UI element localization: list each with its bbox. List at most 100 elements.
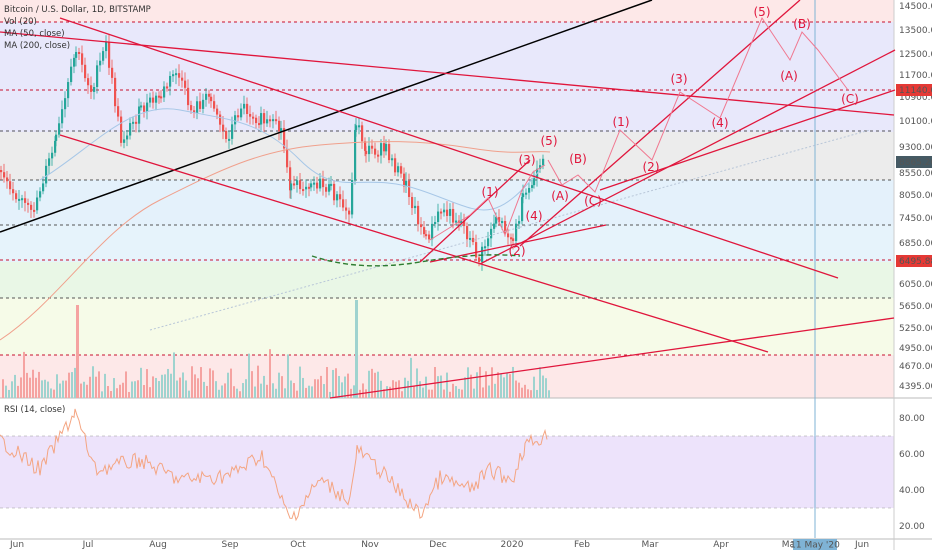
price-tick-label: 5250.00: [899, 324, 932, 334]
candle-body: [216, 108, 219, 115]
volume-bar: [221, 385, 223, 398]
candle-body: [172, 74, 175, 77]
candle-body: [495, 217, 498, 224]
volume-bar: [248, 353, 250, 398]
background-zone: [0, 22, 894, 132]
candle-body: [205, 93, 208, 100]
candle-body: [354, 129, 357, 181]
vol-indicator-label[interactable]: Vol (20): [4, 17, 37, 27]
red-trendline: [479, 49, 896, 265]
volume-bar: [53, 389, 55, 398]
ma50-indicator-label[interactable]: MA (50, close): [4, 29, 65, 39]
volume-bar: [380, 380, 382, 398]
volume-bar: [323, 384, 325, 398]
volume-bar: [149, 387, 151, 398]
candle-body: [342, 199, 345, 208]
candle-body: [120, 116, 123, 143]
volume-bar: [143, 385, 145, 398]
red-trendline: [429, 224, 607, 263]
candle-body: [437, 211, 440, 222]
candle-body: [420, 224, 423, 228]
volume-bar: [62, 380, 64, 398]
volume-bar: [326, 367, 328, 398]
candle-body: [252, 116, 255, 119]
volume-bar: [413, 386, 415, 398]
candle-body: [272, 119, 275, 122]
wave-label: (B): [793, 17, 811, 31]
candle-body: [507, 233, 510, 238]
volume-bar: [296, 390, 298, 398]
candle-body: [455, 220, 458, 223]
volume-bar: [218, 389, 220, 398]
candle-body: [160, 96, 163, 99]
volume-bar: [449, 391, 451, 398]
candle-body: [84, 64, 87, 79]
red-trendline: [0, 31, 895, 116]
volume-bar: [386, 386, 388, 398]
rsi-indicator-label[interactable]: RSI (14, close): [4, 405, 66, 415]
volume-bar: [533, 376, 535, 398]
candle-body: [149, 97, 152, 103]
volume-bar: [56, 374, 58, 398]
price-tick-label: 4670.00: [899, 362, 932, 372]
volume-bar: [305, 387, 307, 398]
candle-body: [368, 145, 371, 155]
candle-body: [21, 198, 24, 201]
volume-bar: [350, 388, 352, 398]
volume-bar: [188, 390, 190, 398]
volume-bar: [92, 366, 94, 398]
candle-body: [146, 102, 149, 112]
candle-body: [472, 237, 475, 243]
volume-bar: [65, 380, 67, 398]
time-tick-label: Feb: [574, 540, 590, 550]
wave-projection: [547, 16, 849, 193]
candle-body: [316, 182, 319, 189]
volume-bar: [383, 389, 385, 398]
candle-body: [310, 183, 313, 188]
ma200-indicator-label[interactable]: MA (200, close): [4, 41, 71, 51]
red-trendline: [519, 0, 801, 247]
volume-bar: [212, 370, 214, 398]
candle-body: [135, 121, 138, 124]
candle-body: [443, 209, 446, 213]
wave-label: (C): [841, 92, 859, 106]
volume-bar: [74, 367, 76, 398]
volume-bar: [272, 383, 274, 398]
candle-body: [193, 110, 196, 113]
candle-body: [258, 123, 261, 126]
candle-body: [155, 95, 158, 103]
wave-label: (4): [526, 209, 543, 223]
volume-bar: [68, 372, 70, 398]
candle-body: [397, 166, 400, 173]
candle-body: [345, 207, 348, 211]
volume-bar: [476, 372, 478, 398]
candle-body: [90, 85, 93, 92]
volume-bar: [209, 368, 211, 398]
time-tick-label: May: [782, 540, 801, 550]
candle-body: [240, 108, 243, 118]
volume-bar: [191, 366, 193, 398]
volume-bar: [473, 388, 475, 398]
candle-body: [99, 60, 102, 66]
candle-body: [55, 134, 58, 141]
price-tick-label: 11700.00: [899, 71, 932, 81]
candle-body: [225, 130, 228, 140]
candle-body: [322, 178, 325, 188]
candle-body: [39, 191, 42, 198]
volume-bar: [44, 379, 46, 398]
candle-body: [463, 220, 466, 227]
candle-body: [469, 237, 472, 240]
candle-body: [434, 221, 437, 224]
time-tick-label: Apr: [713, 540, 729, 550]
price-tick-label: 12500.00: [899, 50, 932, 60]
volume-bar: [371, 368, 373, 398]
price-tick-label: 7450.00: [899, 214, 932, 224]
wave-label: (4): [712, 116, 729, 130]
candle-body: [330, 183, 333, 186]
time-tick-label: Oct: [290, 540, 306, 550]
volume-bar: [458, 388, 460, 398]
ma50-line: [39, 108, 541, 211]
rsi-tick-label: 20.00: [899, 522, 925, 532]
